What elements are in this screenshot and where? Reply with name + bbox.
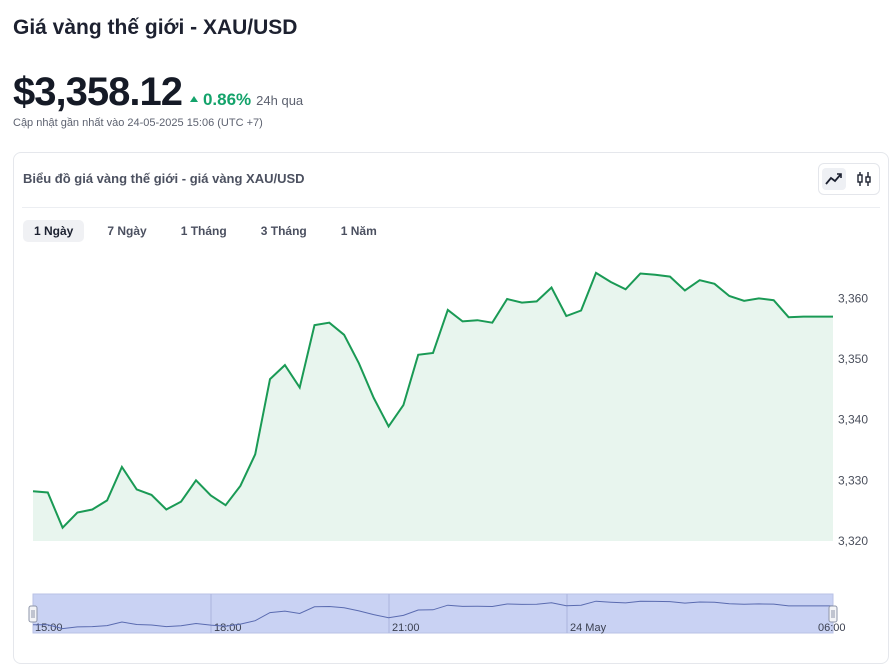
tab-1-month[interactable]: 1 Tháng <box>170 220 238 242</box>
price-change: 0.86% 24h qua <box>190 90 303 110</box>
chart-title: Biểu đồ giá vàng thế giới - giá vàng XAU… <box>23 171 305 186</box>
tab-3-months[interactable]: 3 Tháng <box>250 220 318 242</box>
line-chart-icon <box>825 172 843 186</box>
candlestick-toggle[interactable] <box>852 168 876 190</box>
chart-type-toggle <box>818 163 880 195</box>
price-row: $3,358.12 0.86% 24h qua <box>13 70 303 115</box>
up-arrow-icon <box>190 96 198 102</box>
candlestick-icon <box>856 171 872 187</box>
page-title: Giá vàng thế giới - XAU/USD <box>13 16 297 40</box>
change-percent: 0.86% <box>203 90 251 110</box>
line-chart-toggle[interactable] <box>822 168 846 190</box>
chart-card: Biểu đồ giá vàng thế giới - giá vàng XAU… <box>13 152 889 664</box>
change-period: 24h qua <box>256 93 303 108</box>
tab-1-day[interactable]: 1 Ngày <box>23 220 84 242</box>
card-divider <box>22 207 880 208</box>
last-updated: Cập nhật gần nhất vào 24-05-2025 15:06 (… <box>13 117 263 129</box>
time-range-tabs: 1 Ngày 7 Ngày 1 Tháng 3 Tháng 1 Năm <box>23 220 400 242</box>
tab-1-year[interactable]: 1 Năm <box>330 220 388 242</box>
current-price: $3,358.12 <box>13 70 182 115</box>
tab-7-days[interactable]: 7 Ngày <box>96 220 157 242</box>
